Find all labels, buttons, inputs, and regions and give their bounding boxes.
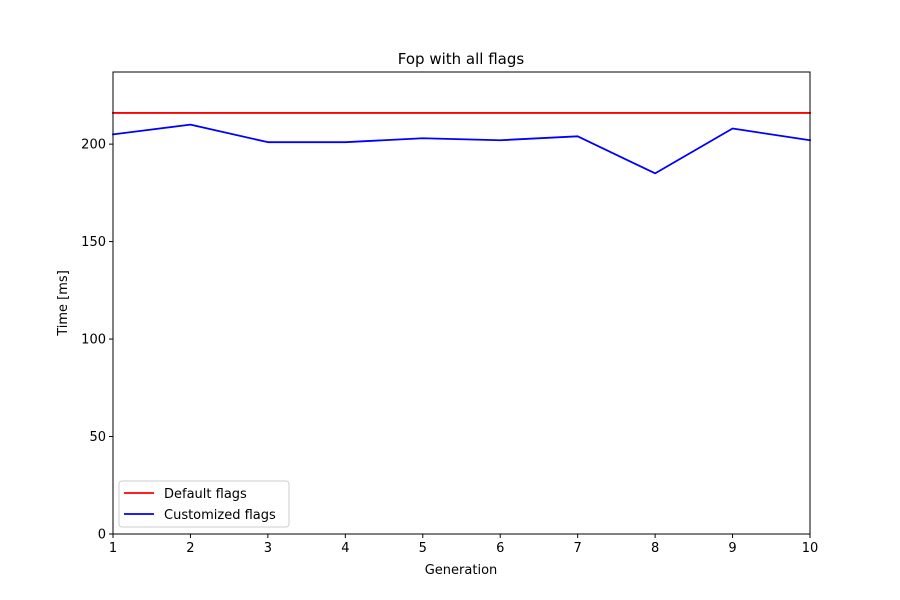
x-tick-label: 10	[802, 541, 819, 556]
axes-frame	[112, 71, 811, 535]
x-tick-label: 4	[341, 541, 349, 556]
y-tick-label: 150	[81, 235, 106, 250]
legend: Default flags Customized flags	[118, 480, 290, 528]
legend-label-default-flags: Default flags	[164, 487, 247, 502]
y-tick-label: 0	[98, 528, 106, 543]
x-tick-label: 7	[574, 541, 582, 556]
legend-box	[118, 480, 290, 528]
x-tick-label: 2	[186, 541, 194, 556]
chart-title: Fop with all flags	[398, 50, 525, 68]
y-tick-label: 100	[81, 333, 106, 348]
x-tick-label: 5	[419, 541, 427, 556]
x-tick-label: 8	[651, 541, 659, 556]
y-axis-label: Time [ms]	[56, 270, 71, 337]
x-axis-label: Generation	[425, 563, 498, 578]
y-tick-label: 50	[89, 430, 106, 445]
x-tick-label: 1	[109, 541, 117, 556]
x-tick-label: 3	[264, 541, 272, 556]
x-tick-label: 6	[496, 541, 504, 556]
y-tick-label: 200	[81, 138, 106, 153]
legend-label-customized-flags: Customized flags	[164, 508, 276, 523]
series-line-customized-flags	[111, 123, 812, 175]
x-tick-label: 9	[728, 541, 736, 556]
